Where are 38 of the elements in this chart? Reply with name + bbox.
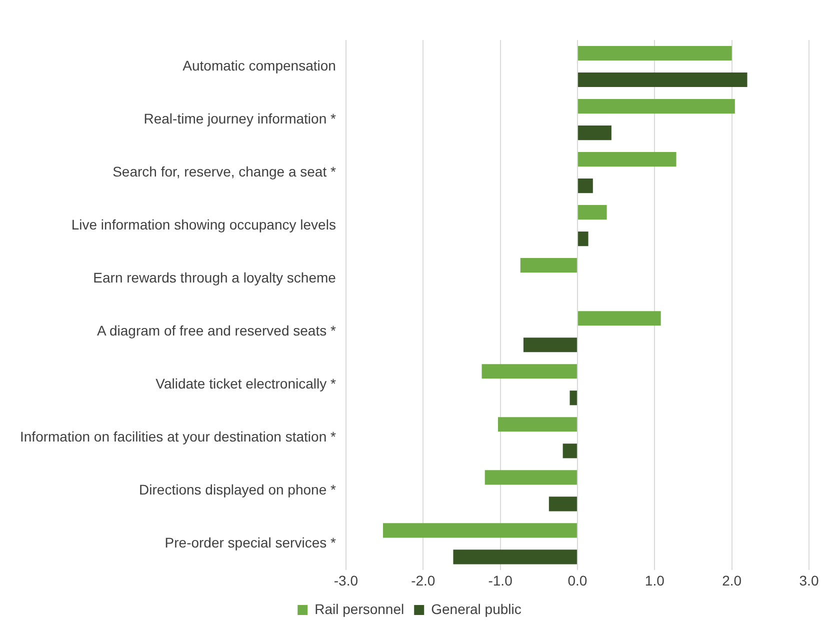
bar bbox=[578, 178, 593, 194]
bar bbox=[453, 550, 577, 564]
x-tick-label: -2.0 bbox=[411, 572, 436, 588]
bar bbox=[482, 364, 577, 379]
x-tick-label: 3.0 bbox=[799, 572, 819, 588]
y-tick-label: Automatic compensation bbox=[182, 57, 336, 74]
x-tick-label: -1.0 bbox=[488, 572, 513, 588]
bar bbox=[484, 470, 577, 485]
bar bbox=[578, 205, 607, 220]
bar bbox=[578, 72, 748, 88]
bar bbox=[578, 232, 588, 246]
bar bbox=[578, 152, 676, 167]
bar bbox=[578, 98, 735, 114]
bar bbox=[578, 125, 612, 140]
y-tick-label: Information on facilities at your destination station * bbox=[20, 428, 336, 445]
y-tick-label: Search for, reserve, change a seat * bbox=[112, 163, 336, 180]
x-tick-label: 1.0 bbox=[644, 572, 665, 588]
legend-label: General public bbox=[431, 600, 522, 617]
y-tick-label: Real-time journey information * bbox=[144, 110, 336, 126]
bar bbox=[523, 338, 577, 352]
x-tick-label: -3.0 bbox=[334, 572, 358, 588]
y-tick-label: Directions displayed on phone * bbox=[139, 482, 336, 498]
bar bbox=[382, 523, 577, 538]
bar bbox=[548, 496, 577, 512]
legend-label: Rail personnel bbox=[314, 600, 404, 617]
bar bbox=[562, 444, 577, 458]
bar bbox=[578, 311, 661, 326]
x-tick-label: 0.0 bbox=[568, 572, 588, 588]
bar bbox=[570, 390, 577, 406]
y-tick-label: Validate ticket electronically * bbox=[156, 375, 336, 392]
x-tick-label: 2.0 bbox=[722, 572, 742, 588]
y-tick-label: Pre-order special services * bbox=[164, 534, 336, 551]
y-tick-label: Live information showing occupancy levels bbox=[71, 216, 336, 232]
y-tick-label: A diagram of free and reserved seats * bbox=[97, 322, 336, 338]
bar bbox=[520, 258, 577, 273]
bar bbox=[578, 46, 732, 61]
bar bbox=[498, 417, 577, 432]
y-tick-label: Earn rewards through a loyalty scheme bbox=[93, 269, 336, 286]
